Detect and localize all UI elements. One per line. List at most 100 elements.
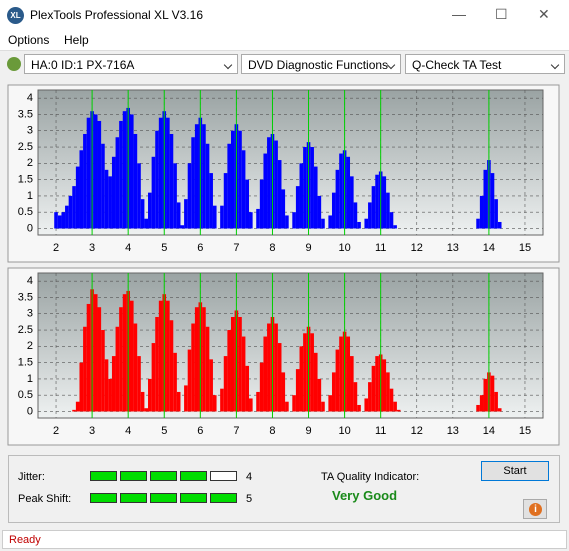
meter-segment [180,471,207,481]
bar [137,356,141,412]
start-button[interactable]: Start [481,461,549,481]
y-tick-label: 0.5 [18,206,33,218]
info-button[interactable]: i [523,499,547,519]
bar [281,372,286,412]
y-tick-label: 3.5 [18,108,33,120]
bar [483,378,488,412]
peak-shift-label: Peak Shift: [18,493,72,505]
bar [209,173,213,229]
bar [169,133,174,229]
bar [350,356,354,412]
bar [386,192,390,229]
quality-label: TA Quality Indicator: [321,471,420,483]
bar [220,388,224,412]
y-tick-label: 2.5 [18,324,33,336]
bar [227,330,231,412]
x-tick-label: 10 [338,242,350,254]
bar [375,356,379,412]
bar [476,404,480,412]
y-tick-label: 0.5 [18,389,33,401]
bar [295,186,300,229]
drive-select[interactable]: HA:0 ID:1 PX-716A [24,54,238,74]
bar [184,199,188,229]
bar [479,395,484,412]
bar [382,176,387,229]
bar [371,186,376,229]
bar [194,307,199,412]
bar [299,346,304,412]
test-select[interactable]: Q-Check TA Test [405,54,565,74]
bar [277,343,282,412]
meter-segment [180,493,207,503]
menu-options[interactable]: Options [8,33,50,47]
bar [57,215,62,229]
x-tick-label: 11 [375,425,386,437]
y-tick-label: 2 [27,157,33,169]
bar [357,404,361,412]
maximize-button[interactable]: ☐ [495,6,508,22]
bar [375,174,379,229]
bar [79,150,84,229]
bar [155,316,159,412]
title-bar: XL PlexTools Professional XL V3.16 — ☐ ✕ [0,0,569,30]
bar [339,336,343,412]
bar [93,294,98,412]
bar [223,356,228,412]
bar [205,143,210,229]
x-tick-label: 6 [197,425,203,437]
meter-segment [210,471,237,481]
window-title: PlexTools Professional XL V3.16 [30,8,203,22]
bar [364,398,369,412]
bar [310,147,314,229]
bar [274,323,278,412]
bar [75,166,80,229]
bar [386,372,390,412]
close-button[interactable]: ✕ [538,6,550,22]
bar [158,117,163,229]
function-select[interactable]: DVD Diagnostic Functions [241,54,401,74]
y-tick-label: 1.5 [18,357,33,369]
bar [223,173,228,229]
bar [303,147,307,229]
meter-segment [210,493,237,503]
bar [317,195,322,229]
bar [494,199,498,229]
meter-segment [150,493,177,503]
x-tick-label: 12 [411,425,423,437]
results-panel [8,455,560,523]
bar [313,166,318,229]
bar [357,221,361,229]
bar [259,179,264,229]
minimize-button[interactable]: — [452,6,466,22]
y-tick-label: 4 [27,92,33,104]
bar [364,218,369,229]
meter-segment [90,493,117,503]
bar [97,120,102,229]
bar [148,378,152,412]
y-tick-label: 2.5 [18,141,33,153]
bar [220,205,224,229]
bar [292,395,296,412]
bar [79,362,84,412]
y-tick-label: 3 [27,125,33,137]
y-tick-label: 1 [27,373,33,385]
bar [303,333,307,412]
bar [368,382,372,412]
bar [339,153,343,229]
x-tick-label: 14 [483,425,495,437]
bar [115,137,120,229]
charts: 00.511.522.533.542 3 4 5 6 7 8 9 10 11 12 13 14 1500.… [7,84,560,446]
bar [292,212,296,229]
x-tick-label: 8 [269,425,275,437]
status-bar: Ready [2,530,567,549]
menu-help[interactable]: Help [64,33,89,47]
bar [83,326,87,412]
x-tick-label: 11 [375,242,386,254]
bar [184,385,188,412]
bar [346,336,351,412]
x-tick-label: 14 [483,242,495,254]
bar [212,205,217,229]
y-tick-label: 0 [27,222,33,234]
meter-segment [150,471,177,481]
bar [371,365,376,412]
